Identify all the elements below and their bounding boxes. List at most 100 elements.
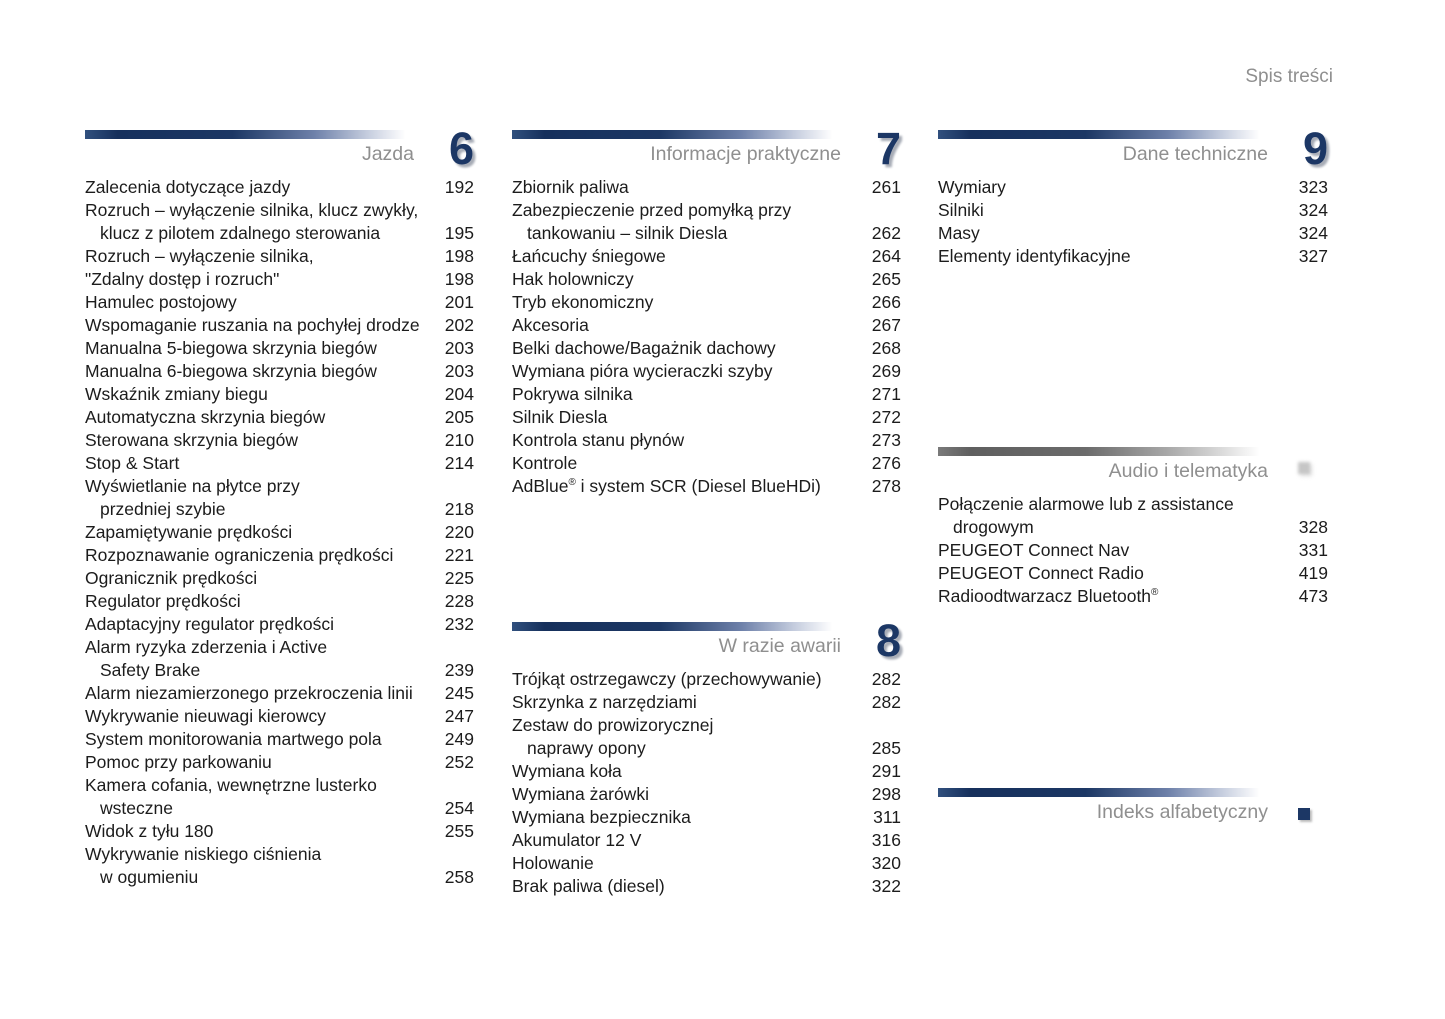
toc-entry-line: Pomoc przy parkowaniu 252 <box>85 752 474 772</box>
page-number: 316 <box>871 830 901 850</box>
chapter-marker-square-icon <box>1298 808 1310 820</box>
toc-entry-line: Regulator prędkości 228 <box>85 591 474 611</box>
page-number: 225 <box>444 568 474 588</box>
toc-entry-line: Wymiary 323 <box>938 177 1328 197</box>
section-jazda: Jazda 6 Zalecenia dotyczące jazdy 192 Rozr… <box>85 126 474 889</box>
toc-entry-line: Tryb ekonomiczny 266 <box>512 292 901 312</box>
section-entries: Zalecenia dotyczące jazdy 192 Rozruch – wy… <box>85 176 474 889</box>
toc-entry-line: w ogumieniu 258 <box>100 867 474 887</box>
page-number: 201 <box>444 292 474 312</box>
page-number: 282 <box>871 692 901 712</box>
toc-entry-line: System monitorowania martwego pola 249 <box>85 729 474 749</box>
page-number: 198 <box>444 269 474 289</box>
page-number: 268 <box>871 338 901 358</box>
page-number: 419 <box>1298 563 1328 583</box>
toc-entry-line: Rozruch – wyłączenie silnika, 198 <box>85 246 474 266</box>
toc-entry-line: Wyświetlanie na płytce przy <box>85 476 300 496</box>
page-number: 247 <box>444 706 474 726</box>
page-number: 298 <box>871 784 901 804</box>
section-gradient-bar <box>938 130 1266 139</box>
page-number: 221 <box>444 545 474 565</box>
section-indeks-alfabetyczny: Indeks alfabetyczny <box>938 788 1328 834</box>
page-number: 331 <box>1298 540 1328 560</box>
page-number: 264 <box>871 246 901 266</box>
section-gradient-bar <box>85 130 412 139</box>
toc-entry-line: Wymiana bezpiecznika 311 <box>512 807 901 827</box>
page-number: 320 <box>871 853 901 873</box>
page-number: 324 <box>1298 223 1328 243</box>
toc-entry-line: Skrzynka z narzędziami 282 <box>512 692 901 712</box>
page-number: 192 <box>444 177 474 197</box>
toc-entry-line: Adaptacyjny regulator prędkości 232 <box>85 614 474 634</box>
section-entries: Zbiornik paliwa 261 Zabezpieczenie przed p… <box>512 176 901 498</box>
toc-entry-line: Brak paliwa (diesel) 322 <box>512 876 901 896</box>
page-number: 282 <box>871 669 901 689</box>
page-number: 311 <box>873 807 901 827</box>
page-number: 327 <box>1298 246 1328 266</box>
section-gradient-bar <box>938 447 1266 456</box>
section-informacje-praktyczne: Informacje praktyczne 7 Zbiornik paliwa 2… <box>512 126 901 498</box>
page-number: 204 <box>444 384 474 404</box>
toc-entry-line: Manualna 6-biegowa skrzynia biegów 203 <box>85 361 474 381</box>
page-number: 254 <box>444 798 474 818</box>
page-title: Spis treści <box>1245 66 1333 87</box>
section-title: W razie awarii <box>718 635 841 657</box>
page-number: 322 <box>871 876 901 896</box>
section-gradient-bar <box>938 788 1266 797</box>
toc-entry-line: Masy 324 <box>938 223 1328 243</box>
page-number: 276 <box>871 453 901 473</box>
toc-entry-line: Wymiana pióra wycieraczki szyby 269 <box>512 361 901 381</box>
section-audio-i-telematyka: Audio i telematyka Połączenie alarmowe l… <box>938 447 1328 608</box>
toc-entry-line: Wykrywanie nieuwagi kierowcy 247 <box>85 706 474 726</box>
page-number: 249 <box>444 729 474 749</box>
section-title: Indeks alfabetyczny <box>1096 801 1268 823</box>
toc-entry-line: Kontrole 276 <box>512 453 901 473</box>
toc-entry-line: Automatyczna skrzynia biegów 205 <box>85 407 474 427</box>
toc-entry-line: Wykrywanie niskiego ciśnienia <box>85 844 322 864</box>
section-title: Jazda <box>361 143 414 165</box>
toc-entry-line: przedniej szybie 218 <box>100 499 474 519</box>
toc-entry-line: Safety Brake 239 <box>100 660 474 680</box>
page-number: 258 <box>444 867 474 887</box>
page-number: 239 <box>444 660 474 680</box>
toc-entry-line: Zalecenia dotyczące jazdy 192 <box>85 177 474 197</box>
page-number: 220 <box>444 522 474 542</box>
toc-entry-line: Alarm ryzyka zderzenia i Active <box>85 637 328 657</box>
toc-entry-line: Hak holowniczy 265 <box>512 269 901 289</box>
chapter-number: 8 <box>875 615 901 666</box>
toc-entry-line: Wymiana koła 291 <box>512 761 901 781</box>
page-number: 210 <box>444 430 474 450</box>
toc-entry-line: Sterowana skrzynia biegów 210 <box>85 430 474 450</box>
page-number: 272 <box>871 407 901 427</box>
toc-entry-line: wsteczne 254 <box>100 798 474 818</box>
toc-entry-line: Wymiana żarówki 298 <box>512 784 901 804</box>
section-title: Informacje praktyczne <box>650 143 841 165</box>
toc-entry-line: Akcesoria 267 <box>512 315 901 335</box>
toc-entry-line: Rozruch – wyłączenie silnika, klucz zwyk… <box>85 200 419 220</box>
toc-entry-line: Łańcuchy śniegowe 264 <box>512 246 901 266</box>
toc-entry-line: Belki dachowe/Bagażnik dachowy 268 <box>512 338 901 358</box>
section-gradient-bar <box>512 130 839 139</box>
toc-entry-line: Połączenie alarmowe lub z assistance <box>938 494 1234 514</box>
chapter-marker-square-icon <box>1298 462 1310 474</box>
toc-entry-line: Wspomaganie ruszania na pochyłej drodze 2… <box>85 315 474 335</box>
toc-entry-line: Kamera cofania, wewnętrzne lusterko <box>85 775 377 795</box>
page-number: 269 <box>871 361 901 381</box>
toc-entry-line: Zbiornik paliwa 261 <box>512 177 901 197</box>
toc-entry-line: Pokrywa silnika 271 <box>512 384 901 404</box>
page-number: 198 <box>444 246 474 266</box>
page-number: 232 <box>444 614 474 634</box>
page-number: 262 <box>871 223 901 243</box>
section-entries: Połączenie alarmowe lub z assistance drog… <box>938 493 1328 608</box>
toc-entry-line: drogowym 328 <box>953 517 1328 537</box>
toc-entry-line: Elementy identyfikacyjne 327 <box>938 246 1328 266</box>
toc-entry-line: Radioodtwarzacz Bluetooth® 473 <box>938 586 1328 606</box>
section-title: Dane techniczne <box>1122 143 1268 165</box>
toc-entry-line: Akumulator 12 V 316 <box>512 830 901 850</box>
section-entries: Trójkąt ostrzegawczy (przechowywanie) 282… <box>512 668 901 898</box>
toc-entry-line: Holowanie 320 <box>512 853 901 873</box>
page-number: 267 <box>871 315 901 335</box>
toc-entry-line: "Zdalny dostęp i rozruch" 198 <box>85 269 474 289</box>
section-dane-techniczne: Dane techniczne 9 Wymiary 323 Silniki 324 Ma… <box>938 126 1328 268</box>
page-number: 203 <box>444 361 474 381</box>
